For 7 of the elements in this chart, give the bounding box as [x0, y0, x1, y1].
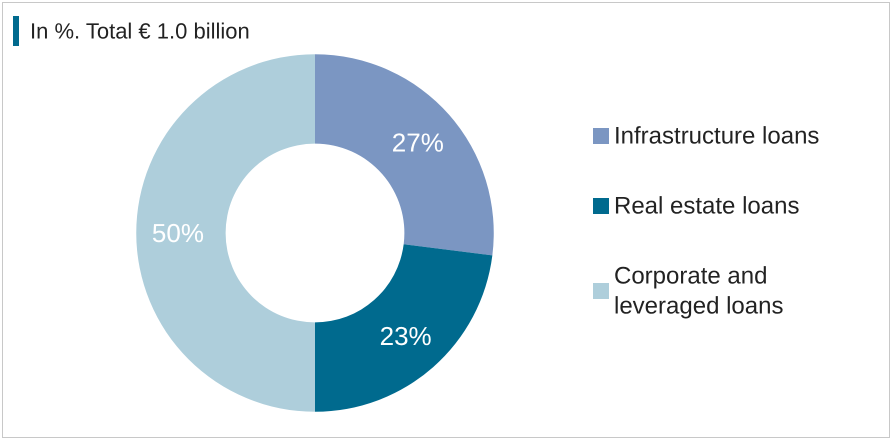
legend-label: Infrastructure loans	[614, 122, 820, 150]
data-label: 23%	[380, 320, 432, 351]
data-label: 27%	[392, 127, 444, 158]
legend-label: Real estate loans	[614, 192, 800, 220]
legend-label: Corporate and leveraged loans	[614, 262, 784, 320]
chart-title: In %. Total € 1.0 billion	[30, 18, 250, 44]
data-label: 50%	[152, 218, 204, 248]
